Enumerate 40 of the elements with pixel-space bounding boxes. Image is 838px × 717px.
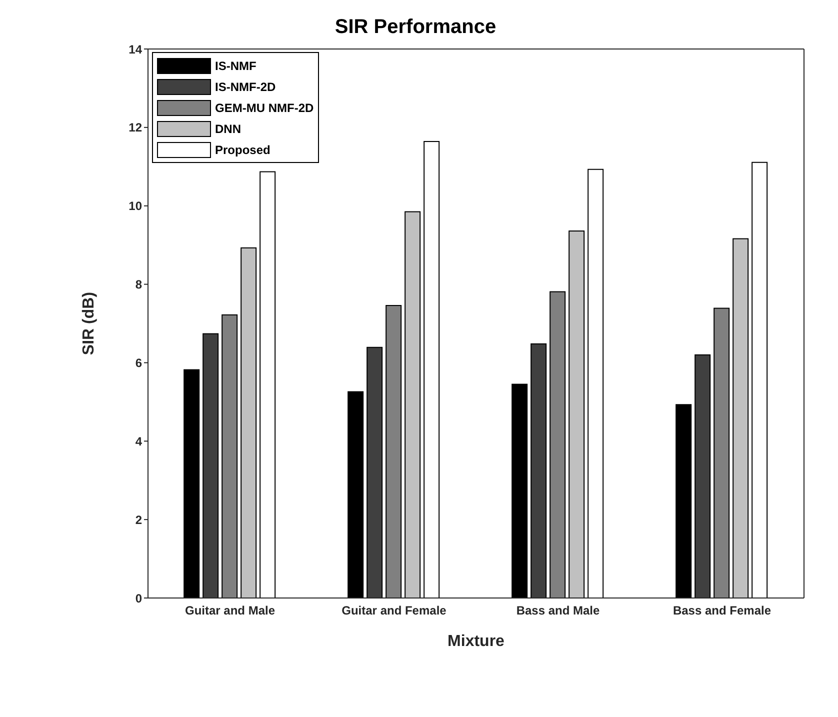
bar	[694, 354, 711, 598]
legend-label: IS-NMF-2D	[215, 80, 276, 94]
bar	[202, 333, 219, 598]
bar	[404, 211, 421, 598]
x-tick-label: Guitar and Female	[342, 604, 447, 618]
bar	[260, 171, 276, 598]
x-axis-title: Mixture	[448, 633, 505, 650]
y-tick-label: 14	[128, 42, 142, 56]
x-tick-label: Guitar and Male	[184, 604, 276, 618]
legend-label: Proposed	[215, 142, 270, 156]
bar	[424, 141, 440, 598]
legend-label: GEM-MU NMF-2D	[215, 100, 314, 114]
legend-label: DNN	[215, 122, 241, 136]
y-tick-label: 8	[135, 278, 142, 292]
bar	[240, 247, 257, 598]
bar	[366, 346, 383, 598]
x-tick-label: Bass and Female	[672, 604, 772, 618]
bar	[676, 404, 692, 598]
bar	[386, 304, 402, 598]
bar	[568, 230, 585, 598]
y-tick-label: 10	[128, 199, 142, 214]
y-tick-label: 12	[128, 120, 142, 135]
y-tick-label: 0	[135, 591, 142, 606]
legend-label: IS-NMF	[215, 58, 256, 72]
chart-title: SIR Performance	[334, 16, 498, 39]
bar	[588, 168, 604, 598]
y-tick-label: 6	[135, 356, 142, 370]
bar	[530, 343, 547, 598]
bar	[184, 369, 200, 598]
bar	[752, 162, 768, 598]
bar	[348, 391, 364, 598]
bar	[222, 314, 238, 598]
bar	[714, 308, 730, 598]
bar	[512, 384, 528, 598]
y-tick-label: 4	[135, 434, 142, 448]
y-axis-title: SIR (dB)	[80, 292, 98, 356]
y-tick-label: 2	[135, 512, 142, 527]
x-tick-label: Bass and Male	[516, 604, 600, 618]
bar	[732, 238, 749, 598]
bar	[550, 291, 566, 598]
